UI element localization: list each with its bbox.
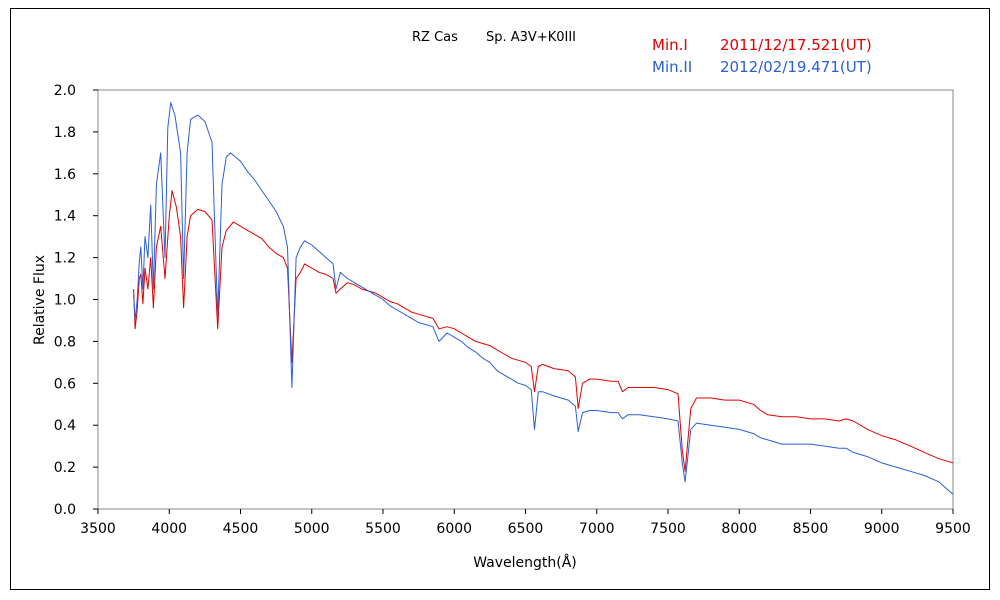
x-tick-label: 9000 <box>864 521 900 537</box>
x-tick-label: 4000 <box>151 521 187 537</box>
x-tick-label: 5000 <box>294 521 330 537</box>
chart-frame <box>10 8 990 590</box>
x-tick-label: 8500 <box>793 521 829 537</box>
y-axis: 0.0 0.2 0.4 0.6 0.8 1.0 1.2 1.4 1.6 1.8 2.0 <box>54 83 98 518</box>
y-tick-label: 1.2 <box>54 251 76 267</box>
chart-title-group: RZ Cas Sp. A3V+K0III <box>412 30 576 45</box>
y-tick-label: 1.6 <box>54 167 76 183</box>
x-tick-label: 5500 <box>365 521 401 537</box>
x-tick-label: 7500 <box>650 521 686 537</box>
x-tick-label: 6000 <box>436 521 472 537</box>
series-min2-line <box>133 102 954 495</box>
y-tick-label: 1.8 <box>54 125 76 141</box>
chart-title-object: RZ Cas <box>412 30 458 45</box>
x-tick-label: 9500 <box>935 521 971 537</box>
legend-min2-date: 2012/02/19.471(UT) <box>720 58 872 76</box>
legend-min1-name: Min.I <box>652 36 688 54</box>
y-tick-label: 0.8 <box>54 334 76 350</box>
x-tick-label: 8000 <box>721 521 757 537</box>
x-tick-label: 4500 <box>223 521 259 537</box>
y-tick-label: 0.4 <box>54 418 76 434</box>
y-tick-label: 2.0 <box>54 83 76 99</box>
legend-min1-date: 2011/12/17.521(UT) <box>720 36 872 54</box>
x-tick-label: 3500 <box>80 521 116 537</box>
x-tick-label: 7000 <box>579 521 615 537</box>
series-group <box>133 102 954 495</box>
chart-title-spectrum: Sp. A3V+K0III <box>486 30 576 45</box>
x-axis-label: Wavelength(Å) <box>473 554 577 571</box>
y-axis-label: Relative Flux <box>32 255 48 345</box>
legend-min2-name: Min.II <box>652 58 692 76</box>
y-tick-label: 0.6 <box>54 376 76 392</box>
x-axis: 3500 4000 4500 5000 5500 6000 6500 7000 7500 8000… <box>80 509 971 537</box>
y-tick-label: 0.0 <box>54 502 76 518</box>
legend: Min.I 2011/12/17.521(UT) Min.II 2012/02/… <box>652 36 872 76</box>
y-tick-label: 1.0 <box>54 293 76 309</box>
series-min1-line <box>133 190 954 472</box>
y-tick-label: 1.4 <box>54 209 76 225</box>
x-tick-label: 6500 <box>508 521 544 537</box>
y-tick-label: 0.2 <box>54 460 76 476</box>
